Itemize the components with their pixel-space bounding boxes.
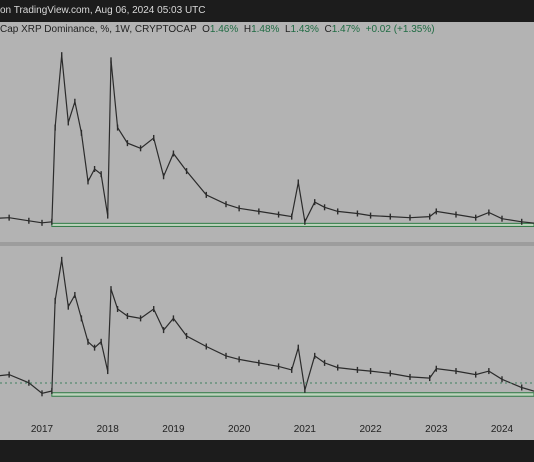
support-band-1 <box>51 392 534 397</box>
footer-bar <box>0 440 534 462</box>
price-line-0 <box>0 55 534 224</box>
legend-open-value: 1.46% <box>209 24 239 35</box>
support-band-0 <box>51 222 534 227</box>
legend-symbol: Cap XRP Dominance, %, 1W, CRYPTOCAP <box>0 24 197 35</box>
x-tick-label-2021: 2021 <box>294 424 317 435</box>
legend-open-label: O <box>202 24 210 35</box>
legend-high-label: H <box>243 24 252 35</box>
legend-close-value: 1.47% <box>331 24 361 35</box>
x-tick-label-2020: 2020 <box>228 424 251 435</box>
legend-high-value: 1.48% <box>251 24 280 35</box>
bottom-chart-pane <box>0 256 534 397</box>
top-chart-pane <box>0 52 534 227</box>
header-text: on TradingView.com, Aug 06, 2024 05:03 U… <box>0 5 206 16</box>
legend-low-label: L <box>284 24 291 35</box>
header-bar: on TradingView.com, Aug 06, 2024 05:03 U… <box>0 0 534 22</box>
chart-legend: Cap XRP Dominance, %, 1W, CRYPTOCAP O1.4… <box>0 24 435 35</box>
x-tick-label-2018: 2018 <box>97 424 120 435</box>
legend-low-value: 1.43% <box>290 24 319 35</box>
legend-change-value: +0.02 (+1.35%) <box>365 24 435 35</box>
x-tick-label-2019: 2019 <box>162 424 185 435</box>
pane-separator[interactable] <box>0 242 534 246</box>
x-tick-label-2017: 2017 <box>31 424 54 435</box>
legend-close-label: C <box>324 24 332 35</box>
price-line-1 <box>0 259 534 394</box>
time-axis: 2017 2018 2019 2020 2021 2022 2023 2024 <box>0 414 534 440</box>
x-tick-label-2022: 2022 <box>359 424 382 435</box>
x-tick-label-2024: 2024 <box>491 424 514 435</box>
x-tick-label-2023: 2023 <box>425 424 448 435</box>
